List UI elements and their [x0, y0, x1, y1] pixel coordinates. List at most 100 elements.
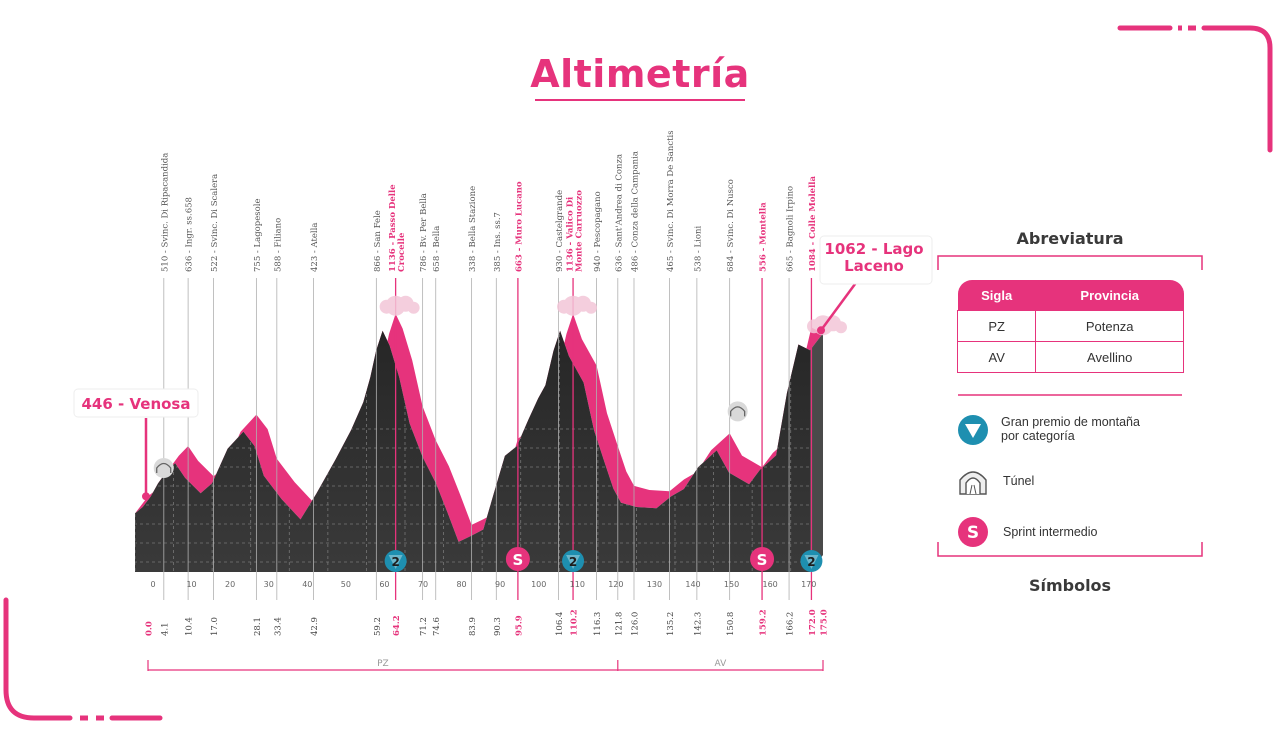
gpm-marker-triangle [388, 555, 403, 569]
x-tick-label: 80 [456, 580, 466, 589]
waypoint-km-label: 121.8 [614, 612, 624, 636]
waypoint-km-label: 142.3 [693, 612, 703, 636]
waypoint-km-label: 74.6 [432, 617, 442, 636]
waypoint-km-label: 175.0 [820, 609, 830, 636]
finish-label: Laceno [844, 257, 904, 275]
frame-decoration-top-right [1117, 25, 1273, 153]
waypoint-label-line: 786 - Bv. Per Bella [419, 193, 429, 272]
tunnel-marker-arch [730, 406, 746, 417]
cloud-puff [585, 301, 598, 314]
x-tick-label: 10 [186, 580, 196, 589]
waypoint-label: 556 - Montella [759, 202, 769, 272]
waypoint-label-line: 940 - Pescopagano [593, 191, 603, 272]
profile-side-face [810, 333, 823, 572]
waypoint-km-label: 71.2 [419, 617, 429, 636]
abbreviation-table: Sigla Provincia PZ Potenza AV Avellino [956, 280, 1184, 373]
province-label: PZ [377, 659, 389, 669]
gpm-marker-triangle [566, 555, 581, 569]
waypoint-label-line: 658 - Bella [432, 226, 442, 272]
legend-frame [937, 255, 1203, 557]
waypoint-km-label: 33.4 [273, 617, 283, 636]
gpm-marker-label: 2 [569, 555, 577, 569]
table-header-sigla: Sigla [957, 280, 1036, 311]
title-underline [535, 99, 745, 101]
start-point [142, 492, 150, 501]
waypoint-label: 385 - Ins. ss.7 [493, 212, 503, 272]
legend-symbol-label: Sprint intermedio [1003, 525, 1098, 539]
finish-label-pointer [819, 279, 860, 332]
frame-decoration-bottom-left [3, 597, 163, 721]
waypoint-label: 510 - Svinc. Di Ripacandida [160, 153, 170, 272]
legend-symbol-label: Túnel [1003, 474, 1035, 488]
gpm-triangle-icon [958, 415, 988, 445]
waypoint-km-label: 28.1 [253, 617, 263, 636]
waypoint-label: 658 - Bella [432, 226, 442, 272]
gpm-marker [384, 550, 407, 572]
x-tick-label: 160 [763, 580, 778, 589]
x-tick-label: 50 [341, 580, 351, 589]
tunnel-marker [153, 458, 174, 478]
sprint-marker [750, 547, 775, 571]
waypoint-label-line: 663 - Muro Lucano [514, 181, 524, 272]
waypoint-km-label: 172.0 [808, 609, 818, 636]
waypoint-label-line: 1084 - Colle Molella [808, 175, 818, 272]
waypoint-km-label: 90.3 [493, 617, 503, 636]
x-tick-label: 120 [608, 580, 623, 589]
finish-label-box [819, 235, 933, 285]
table-row: AV Avellino [956, 341, 1184, 373]
waypoint-label: 930 - Castelgrande [555, 190, 565, 272]
legend-symbol-label: Gran premio de montaña por categoría [1001, 415, 1140, 443]
finish-point [817, 326, 825, 335]
svg-text:S: S [967, 523, 979, 543]
x-tick-label: 100 [531, 580, 546, 589]
waypoint-label-line: 866 - San Fele [373, 210, 383, 272]
waypoint-km-label: 4.1 [160, 622, 170, 636]
table-cell-name: Potenza [1035, 310, 1184, 342]
waypoint-label: 786 - Bv. Per Bella [419, 193, 429, 272]
waypoint-label-line: 465 - Svinc. Di Morra De Sanctis [666, 130, 676, 272]
gpm-marker-triangle [804, 555, 819, 569]
waypoint-label-line: 1136 - Valico Di [566, 196, 576, 272]
waypoint-km-label: 135.2 [666, 612, 676, 636]
tunnel-marker-arch [156, 462, 172, 473]
waypoint-label: 636 - Ingr. ss.658 [185, 197, 195, 272]
summit-cloud [379, 295, 420, 316]
waypoint-km-label: 150.8 [726, 612, 736, 636]
waypoint-label-line: Monte Carruozzo [575, 190, 585, 272]
waypoint-km-label: 17.0 [210, 617, 220, 636]
waypoint-label: 1136 - Passo DelleCrocelle [388, 184, 407, 272]
x-tick-label: 20 [225, 580, 235, 589]
x-tick-label: 140 [685, 580, 700, 589]
waypoint-label-line: 423 - Atella [310, 223, 320, 272]
x-tick-label: 110 [570, 580, 585, 589]
x-tick-label: 150 [724, 580, 739, 589]
province-label: AV [715, 659, 728, 669]
x-tick-label: 90 [495, 580, 505, 589]
waypoint-label: 755 - Lagopesole [253, 199, 263, 272]
finish-label: 1062 - Lago [824, 240, 923, 258]
table-row: PZ Potenza [956, 310, 1184, 342]
cloud-puff [407, 301, 420, 314]
x-tick-label: 60 [379, 580, 389, 589]
waypoint-km-label: 42.9 [310, 617, 320, 636]
summit-cloud [557, 295, 598, 316]
waypoint-label: 538 - Lioni [693, 226, 703, 272]
waypoint-label: 663 - Muro Lucano [514, 181, 524, 272]
waypoint-label: 588 - Filiano [273, 218, 283, 272]
gpm-marker [562, 550, 585, 572]
waypoint-km-label: 166.2 [786, 612, 796, 636]
waypoint-label: 465 - Svinc. Di Morra De Sanctis [666, 130, 676, 272]
waypoint-label-line: 665 - Bagnoli Irpino [786, 186, 796, 272]
cloud-puff [557, 299, 572, 314]
waypoint-label: 1136 - Valico DiMonte Carruozzo [566, 190, 585, 272]
waypoint-km-label: 106.4 [555, 612, 565, 636]
waypoint-label: 866 - San Fele [373, 210, 383, 272]
page-title: Altimetría [530, 52, 750, 96]
start-label-box [73, 388, 199, 418]
waypoint-label-line: 588 - Filiano [273, 218, 283, 272]
table-header-provincia: Provincia [1035, 280, 1184, 311]
sprint-marker-label: S [512, 551, 523, 569]
sprint-marker-label: S [757, 551, 768, 569]
start-label: 446 - Venosa [82, 395, 191, 413]
